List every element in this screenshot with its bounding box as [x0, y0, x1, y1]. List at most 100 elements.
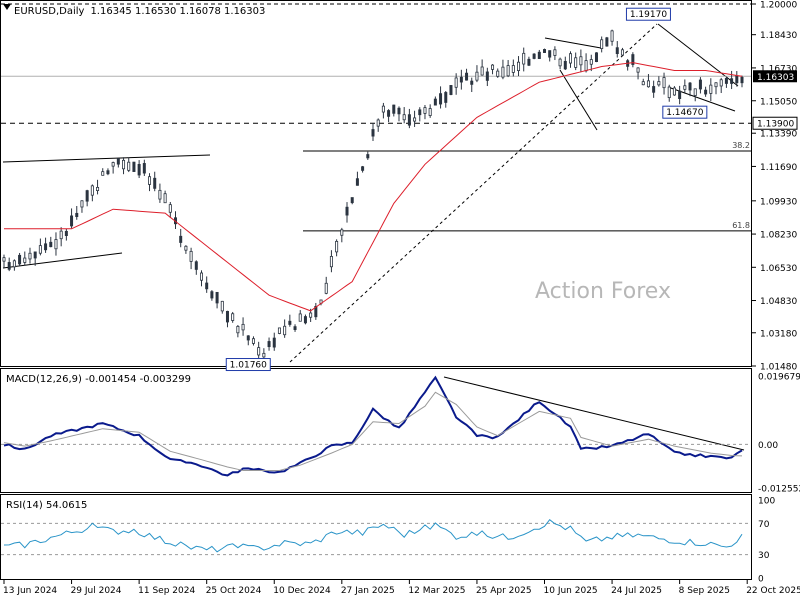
candle-body: [600, 39, 604, 49]
price-y-tick-label: 1.06530: [760, 264, 797, 274]
candle-body: [168, 204, 172, 213]
candle-body: [205, 282, 209, 290]
candle-body: [148, 176, 152, 185]
candle-body: [80, 200, 84, 208]
candle-body: [714, 82, 718, 88]
candle-body: [371, 129, 375, 137]
x-tick-label: 29 Jul 2024: [71, 586, 122, 596]
candle-body: [465, 72, 469, 81]
candle-body: [423, 107, 427, 114]
x-tick-label: 10 Jun 2025: [544, 586, 598, 596]
candle-body: [652, 86, 656, 93]
candle-body: [288, 320, 292, 325]
candle-body: [127, 161, 131, 171]
candle-body: [85, 190, 89, 202]
candle-body: [449, 85, 453, 95]
candle-body: [298, 313, 302, 322]
candle-body: [553, 49, 557, 56]
candle-body: [28, 252, 32, 260]
candle-body: [709, 84, 713, 94]
axis-layer: 1.20000 1.18430 1.16730 1.15050 1.13390 1.116…: [3, 1, 800, 597]
trendline-channel-dotted: [289, 23, 658, 363]
support-level-box: [752, 116, 798, 130]
price-y-tick-label: 1.11690: [760, 163, 797, 173]
x-tick-label: 27 Jan 2025: [341, 586, 395, 596]
candle-body: [23, 257, 27, 263]
candle-body: [704, 89, 708, 95]
macd-y-tick-label: 0.00: [758, 441, 778, 451]
candle-body: [459, 76, 463, 83]
candle-body: [272, 337, 276, 348]
candle-body: [350, 197, 354, 204]
watermark: Action Forex: [535, 279, 671, 304]
support-level-label: 1.13900: [757, 120, 794, 130]
candle-body: [2, 257, 6, 262]
candle-body: [662, 77, 666, 89]
candle-body: [231, 313, 235, 321]
candle-body: [563, 60, 567, 70]
candle-body: [225, 310, 229, 323]
candle-body: [355, 178, 359, 186]
chart-title: EURUSD,Daily 1.16345 1.16530 1.16078 1.16…: [14, 6, 265, 17]
candle-body: [7, 262, 11, 270]
price-annotation-label: 1.01760: [230, 361, 267, 371]
rsi-line: [3, 518, 743, 553]
candle-body: [470, 80, 474, 85]
candle-body: [137, 163, 141, 176]
trendline-upper-left: [2, 154, 211, 163]
candle-body: [548, 50, 552, 58]
candle-body: [724, 78, 728, 84]
candle-body: [491, 64, 495, 70]
candle-body: [485, 71, 489, 81]
price-annotation-box: [662, 105, 708, 119]
candle-body: [142, 163, 146, 174]
candle-body: [610, 30, 614, 42]
candle-body: [667, 86, 671, 99]
candle-body: [735, 75, 739, 84]
candle-body: [12, 260, 16, 268]
candle-body: [59, 230, 63, 240]
candle-body: [517, 61, 521, 72]
candle-body: [413, 117, 417, 122]
rsi-title: RSI(14) 54.0615: [6, 500, 87, 511]
rsi-panel: [0, 494, 752, 580]
x-tick-label: 22 Oct 2025: [746, 586, 800, 596]
candle-body: [179, 235, 183, 243]
fib-level-label: 61.8: [732, 221, 750, 230]
candle-body: [70, 215, 74, 227]
x-tick-label: 8 Sep 2025: [679, 586, 730, 596]
candle-body: [574, 57, 578, 68]
x-tick-label: 25 Oct 2024: [206, 586, 262, 596]
candle-body: [543, 49, 547, 53]
candle-body: [314, 305, 318, 318]
candle-body: [44, 243, 48, 251]
candle-body: [532, 53, 536, 59]
candle-body: [392, 104, 396, 114]
candle-body: [698, 79, 702, 90]
trendline-lower-left: [2, 252, 123, 269]
candle-body: [241, 323, 245, 331]
candle-body: [262, 352, 266, 358]
candle-body: [49, 241, 53, 248]
candle-body: [480, 66, 484, 76]
candle-body: [636, 67, 640, 73]
candle-body: [220, 300, 224, 312]
rsi-layer: [1, 518, 751, 556]
candle-body: [277, 327, 281, 334]
current-price-label: 1.16303: [757, 73, 794, 83]
fib-level-label: 38.2: [732, 141, 750, 150]
candle-body: [418, 109, 422, 116]
candle-body: [345, 206, 349, 216]
price-y-tick-label: 1.13390: [760, 130, 797, 140]
candle-body: [101, 171, 105, 176]
candle-body: [646, 80, 650, 88]
price-annotation-box: [225, 358, 271, 372]
candle-body: [329, 256, 333, 268]
macd-layer: [1, 375, 751, 477]
candle-body: [594, 52, 598, 63]
rsi-y-tick-label: 70: [758, 520, 770, 530]
candle-body: [506, 65, 510, 77]
candle-body: [236, 326, 240, 334]
candle-body: [122, 159, 126, 170]
candle-body: [163, 193, 167, 204]
